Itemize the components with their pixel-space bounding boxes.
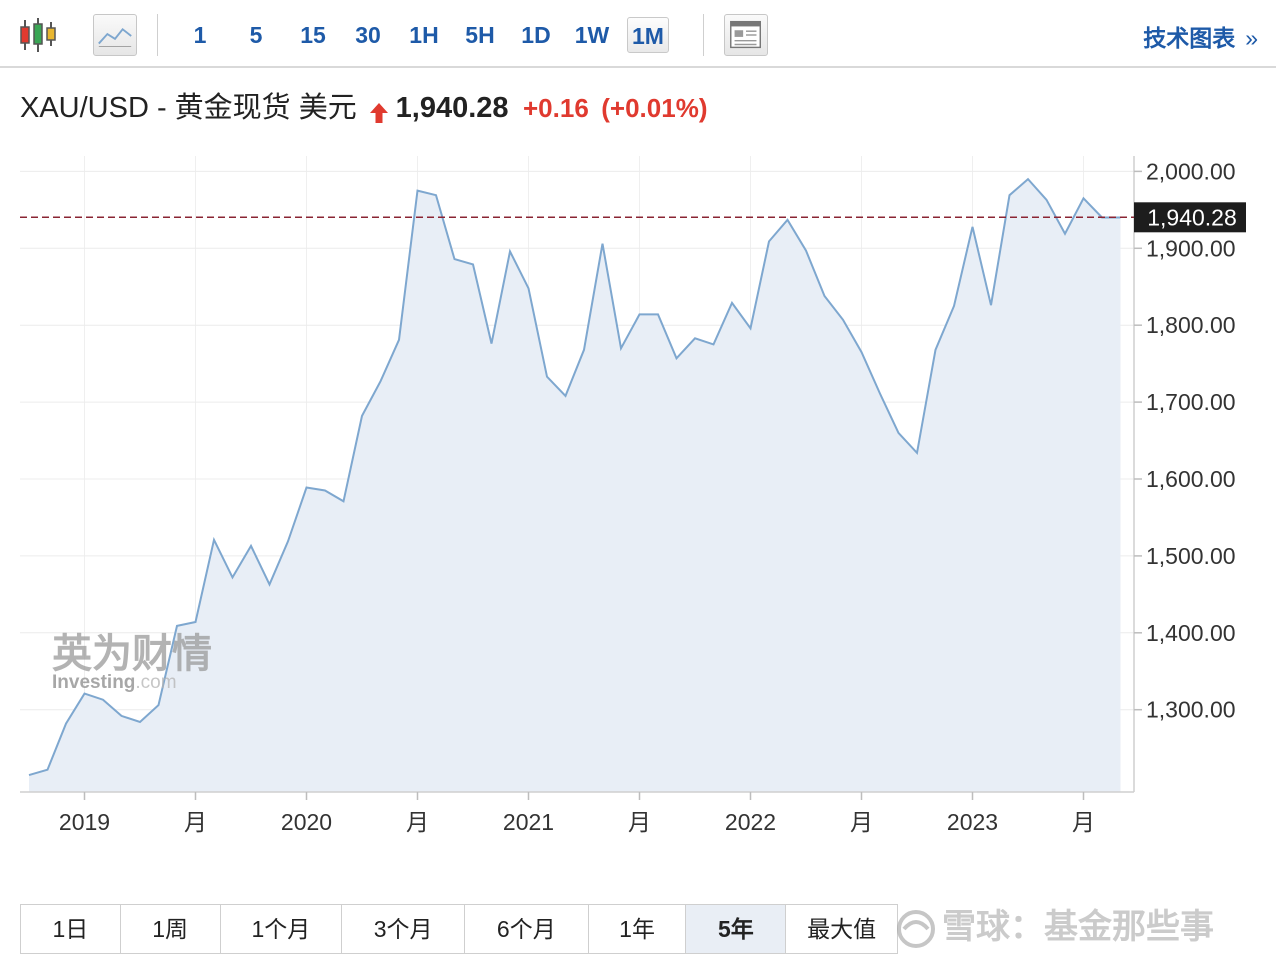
- chart-toolbar: 1 5 15 30 1H 5H 1D 1W 1M 技术图表»: [0, 0, 1276, 68]
- price-chart: 2019 月 2020 月 2021 月 2022 月 2023 月 2,000.00 1,900.…: [20, 156, 1246, 835]
- current-price-tag: 1,940.28: [1134, 202, 1246, 233]
- range-button-3[interactable]: 3个月: [342, 905, 465, 953]
- tech-chart-link[interactable]: 技术图表 »: [1143, 19, 1258, 53]
- time-range-selector: 1日 1周 1个月 3个月 6个月 1年 5年 最大值: [20, 904, 898, 954]
- svg-text:Investing.com: Investing.com: [52, 672, 177, 693]
- instrument-name: XAU/USD - 黄金现货 美元: [20, 92, 357, 124]
- y-tick-label: 1,900.00: [1146, 235, 1236, 261]
- interval-5[interactable]: 5: [249, 22, 263, 48]
- toolbar-separator: [703, 14, 704, 56]
- x-tick-label: 2019: [59, 809, 110, 835]
- y-tick-label: 1,400.00: [1146, 620, 1236, 646]
- tech-chart-label: 技术图表: [1143, 25, 1236, 51]
- y-axis-ticks: 2,000.00 1,900.00 1,800.00 1,700.00 1,600.00…: [1134, 158, 1236, 723]
- range-button-7[interactable]: 最大值: [786, 905, 897, 953]
- investing-watermark: 英为财情 Investing.com: [52, 631, 212, 693]
- interval-1[interactable]: 1: [193, 22, 207, 48]
- range-button-6[interactable]: 5年: [686, 905, 787, 953]
- toolbar-separator: [157, 14, 158, 56]
- x-tick-label: 月: [628, 809, 651, 835]
- y-tick-label: 2,000.00: [1146, 158, 1236, 184]
- y-tick-label: 1,500.00: [1146, 543, 1236, 569]
- y-tick-label: 1,800.00: [1146, 312, 1236, 338]
- candlestick-chart-icon[interactable]: [18, 14, 58, 56]
- x-tick-label: 月: [184, 809, 207, 835]
- price-line: [28, 177, 1121, 777]
- last-price: 1,940.28: [395, 92, 509, 124]
- price-area-fill: [29, 179, 1121, 793]
- chevron-right-icon: »: [1245, 25, 1258, 51]
- investing-suffix-watermark: .com: [135, 672, 176, 693]
- x-tick-label: 2020: [281, 809, 332, 835]
- x-tick-label: 2023: [947, 809, 998, 835]
- interval-1m[interactable]: 1M: [627, 17, 669, 53]
- interval-5h[interactable]: 5H: [465, 22, 495, 48]
- investing-main-watermark: Investing: [52, 672, 135, 693]
- x-tick-label: 月: [1072, 809, 1095, 835]
- range-button-4[interactable]: 6个月: [464, 905, 589, 953]
- xueqiu-watermark-text: 雪球：基金那些事: [942, 908, 1214, 946]
- y-tick-label: 1,700.00: [1146, 389, 1236, 415]
- y-tick-label: 1,600.00: [1146, 466, 1236, 492]
- range-button-0[interactable]: 1日: [21, 905, 121, 953]
- range-button-1[interactable]: 1周: [120, 905, 221, 953]
- xueqiu-logo-icon: [897, 910, 935, 949]
- investing-cn-watermark: 英为财情: [52, 631, 212, 677]
- price-change: +0.16: [523, 93, 589, 123]
- x-tick-label: 2022: [725, 809, 776, 835]
- interval-30[interactable]: 30: [355, 22, 381, 48]
- xueqiu-watermark: 雪球：基金那些事: [894, 902, 1214, 952]
- interval-15[interactable]: 15: [300, 22, 326, 48]
- interval-1h[interactable]: 1H: [409, 22, 439, 48]
- line-chart-icon[interactable]: [93, 14, 137, 56]
- interval-1w[interactable]: 1W: [574, 22, 610, 48]
- x-tick-label: 月: [850, 809, 873, 835]
- news-layout-icon[interactable]: [724, 14, 768, 56]
- up-arrow-icon: [370, 102, 389, 123]
- range-button-2[interactable]: 1个月: [220, 905, 343, 953]
- interval-1d[interactable]: 1D: [521, 22, 551, 48]
- current-price-label: 1,940.28: [1147, 204, 1237, 230]
- price-change-percent: (+0.01%): [601, 93, 708, 123]
- x-axis-ticks: 2019 月 2020 月 2021 月 2022 月 2023 月: [59, 792, 1095, 835]
- quote-header: XAU/USD - 黄金现货 美元 1,940.28 +0.16 (+0.01%…: [20, 88, 707, 128]
- range-button-5[interactable]: 1年: [588, 905, 687, 953]
- x-tick-label: 月: [406, 809, 429, 835]
- x-tick-label: 2021: [503, 809, 554, 835]
- y-tick-label: 1,300.00: [1146, 697, 1236, 723]
